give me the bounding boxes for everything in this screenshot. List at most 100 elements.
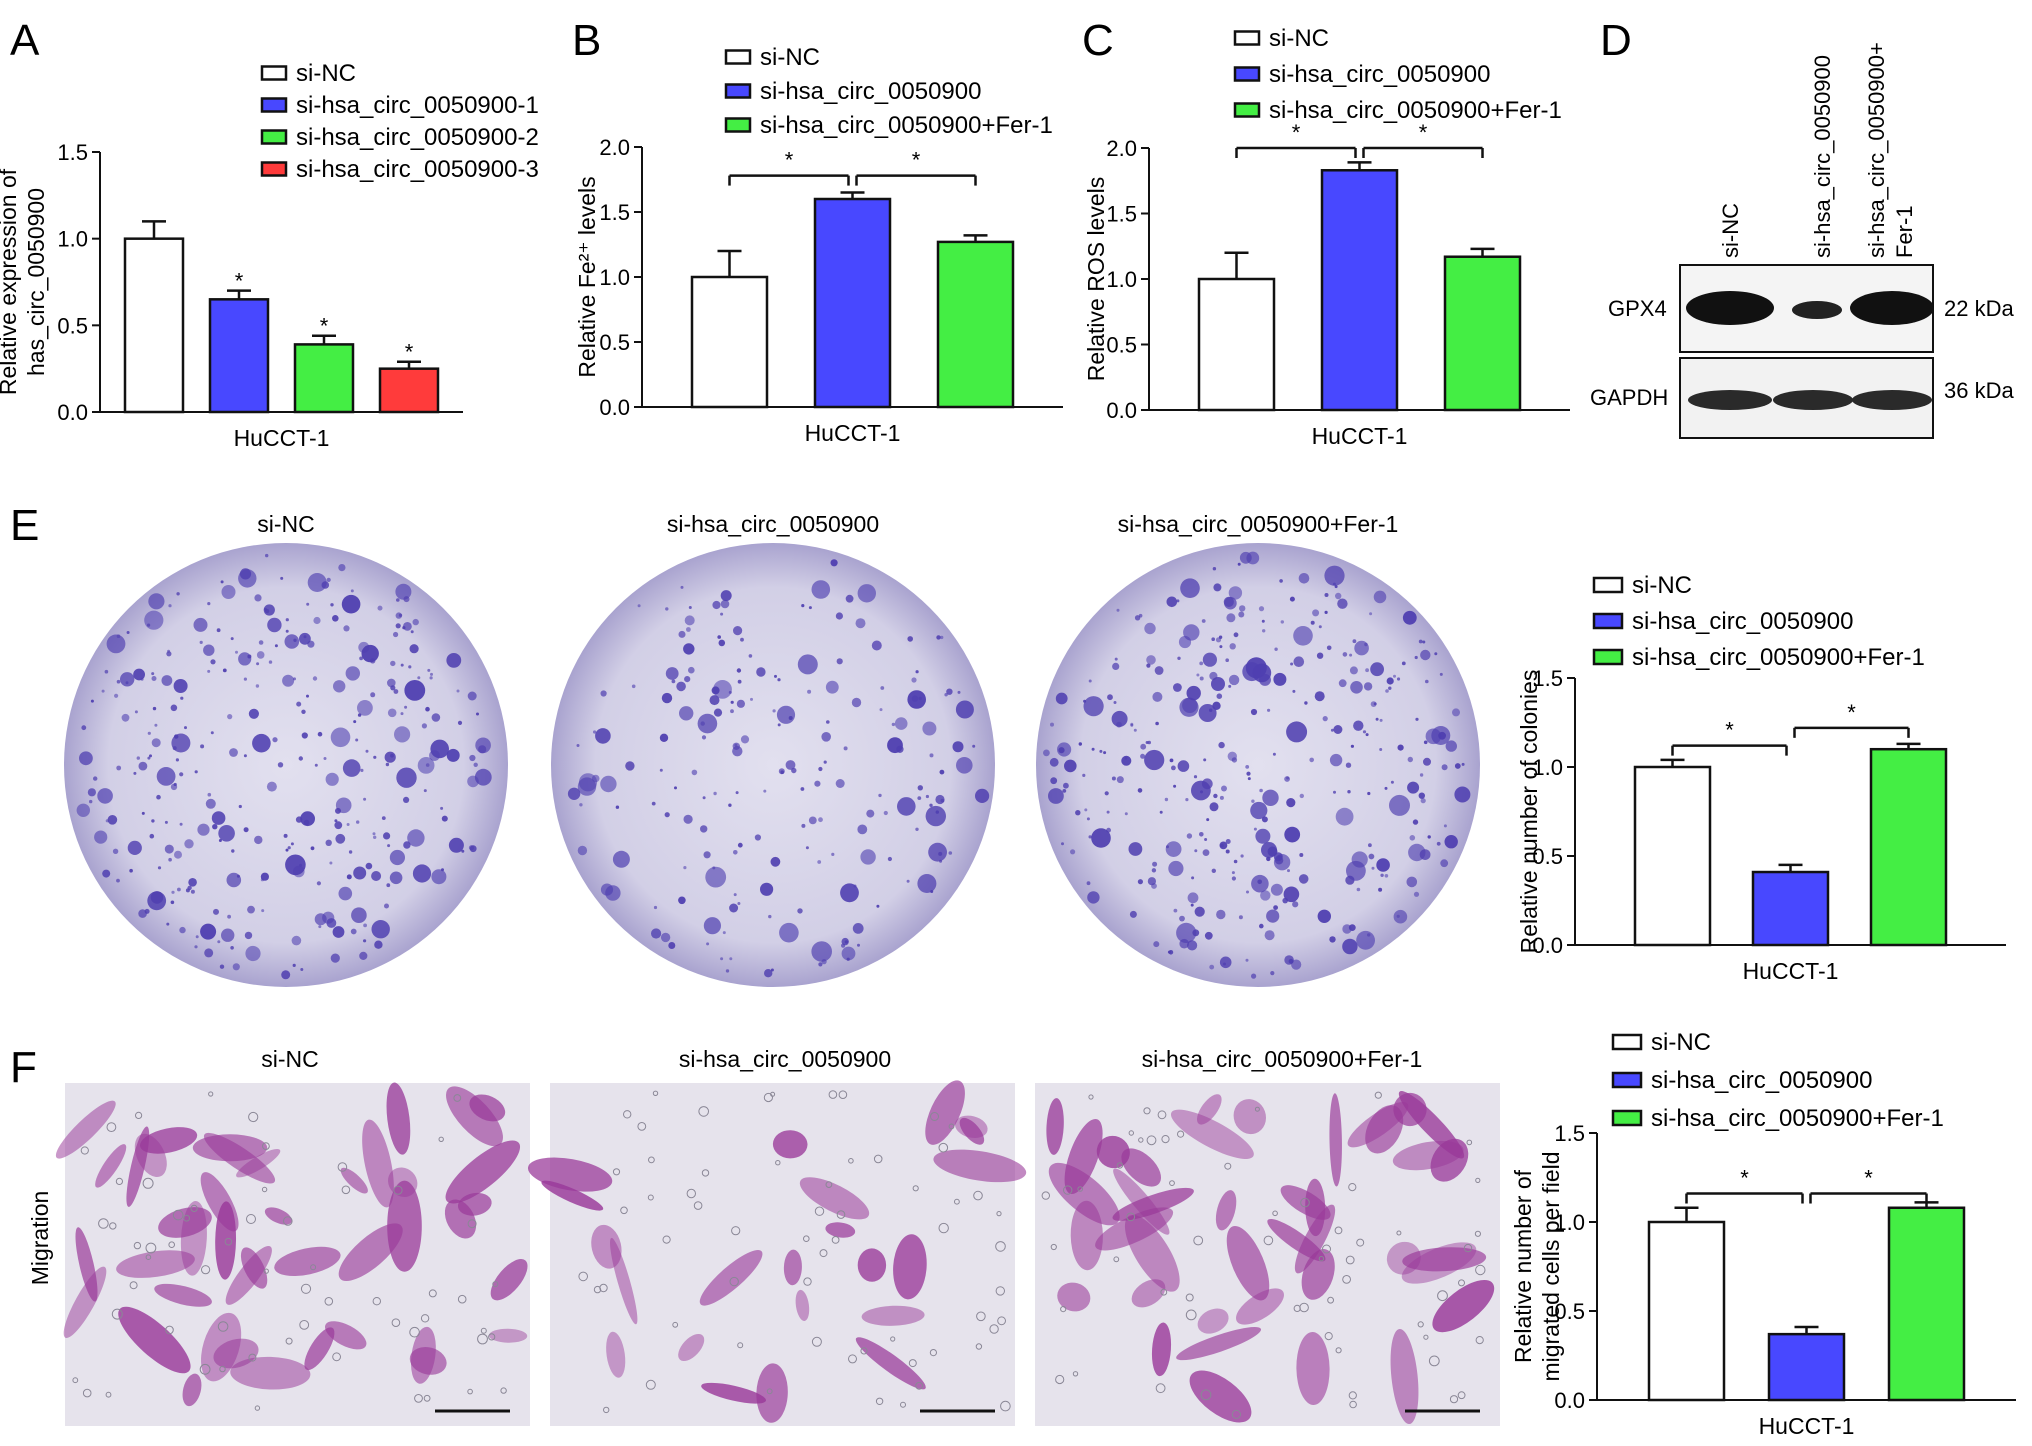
panel-label-f: F (10, 1043, 37, 1092)
membrane-pore (623, 1110, 632, 1119)
colony (1070, 849, 1076, 855)
y-tick-label: 2.0 (1106, 136, 1137, 161)
membrane-pore (948, 1123, 955, 1130)
colony (394, 726, 411, 743)
colony (430, 672, 433, 676)
colony (171, 890, 175, 894)
colony (293, 865, 305, 878)
membrane-pore (1334, 1226, 1343, 1235)
colony (717, 635, 721, 639)
colony (283, 833, 288, 838)
y-tick-label: 1.5 (1106, 202, 1137, 227)
colony (176, 592, 180, 596)
colony (1099, 749, 1103, 753)
colony (1187, 892, 1199, 904)
y-tick-label: 1.5 (1532, 666, 1563, 691)
colony (1209, 671, 1218, 681)
colony (164, 820, 168, 824)
colony (846, 957, 850, 961)
migrated-cell (1402, 1247, 1487, 1272)
colony (314, 763, 318, 767)
legend-swatch (1233, 102, 1261, 118)
membrane-pore (168, 1241, 175, 1248)
colony (1292, 901, 1299, 908)
membrane-pore (201, 1265, 211, 1275)
membrane-pore (915, 1381, 923, 1390)
colony (760, 882, 774, 896)
membrane-pore (648, 1156, 655, 1164)
migrated-cell (1401, 1242, 1477, 1284)
colony (1204, 931, 1213, 940)
membrane-pore (938, 1142, 949, 1153)
x-axis-label: HuCCT-1 (1312, 423, 1408, 449)
colony (1187, 940, 1198, 951)
membrane-pore (976, 1311, 986, 1322)
colony (314, 913, 327, 926)
colony (1283, 886, 1300, 903)
colony (1202, 849, 1210, 856)
colony (1407, 781, 1420, 794)
colony (390, 753, 394, 758)
colony (285, 848, 289, 852)
colony (811, 580, 831, 599)
migrated-cell (55, 1100, 116, 1159)
colony-plates (64, 543, 1480, 987)
colony (161, 675, 173, 686)
colony (1299, 853, 1304, 857)
colony (332, 926, 345, 938)
legend-swatch (260, 97, 288, 113)
migrated-cell (1170, 1109, 1254, 1159)
colony (1368, 853, 1375, 860)
colony (922, 721, 937, 736)
blot-band (1850, 291, 1934, 325)
colony (403, 841, 411, 849)
colony (1349, 666, 1358, 675)
colony (1293, 656, 1305, 667)
colony (1443, 824, 1447, 828)
colony (141, 811, 145, 815)
membrane-pore (142, 1177, 154, 1189)
colony (265, 553, 269, 558)
membrane-pore (145, 1254, 152, 1260)
migration-title: si-NC (261, 1046, 319, 1072)
colony (227, 714, 233, 720)
colony (230, 946, 234, 950)
migrated-cell (446, 1086, 503, 1147)
colony (184, 839, 194, 849)
colony (326, 918, 337, 928)
colony (151, 676, 157, 681)
membrane-pore (1161, 1135, 1170, 1144)
colony (359, 656, 363, 661)
colony (671, 679, 676, 684)
membrane-pore (599, 1283, 608, 1293)
colony (1219, 795, 1224, 800)
y-tick-label: 1.0 (1532, 755, 1563, 780)
colony (1322, 716, 1328, 722)
colony (168, 857, 172, 862)
colony (310, 846, 315, 851)
colony (683, 814, 693, 824)
membrane-pore (637, 1122, 647, 1131)
membrane-pore (1185, 1309, 1197, 1321)
colony (197, 823, 210, 836)
membrane-pore (1063, 1185, 1073, 1195)
colony (410, 630, 414, 634)
colony (1262, 629, 1266, 633)
colony (1365, 733, 1369, 737)
colony (104, 669, 109, 674)
colony (1274, 647, 1278, 651)
membrane-pore (1200, 1389, 1212, 1401)
membrane-pore (1322, 1244, 1331, 1254)
legend-label: si-hsa_circ_0050900+Fer-1 (1651, 1105, 1944, 1132)
colony (907, 636, 913, 642)
colony (90, 699, 94, 703)
colony (1291, 959, 1302, 970)
membrane-pore (995, 1241, 1006, 1252)
membrane-pore (1293, 1304, 1301, 1313)
migrated-cell (116, 1250, 195, 1278)
colony (1425, 679, 1429, 684)
bar (1767, 1332, 1846, 1402)
membrane-pore (1000, 1400, 1011, 1412)
colony (1289, 596, 1295, 602)
colony (383, 832, 391, 840)
